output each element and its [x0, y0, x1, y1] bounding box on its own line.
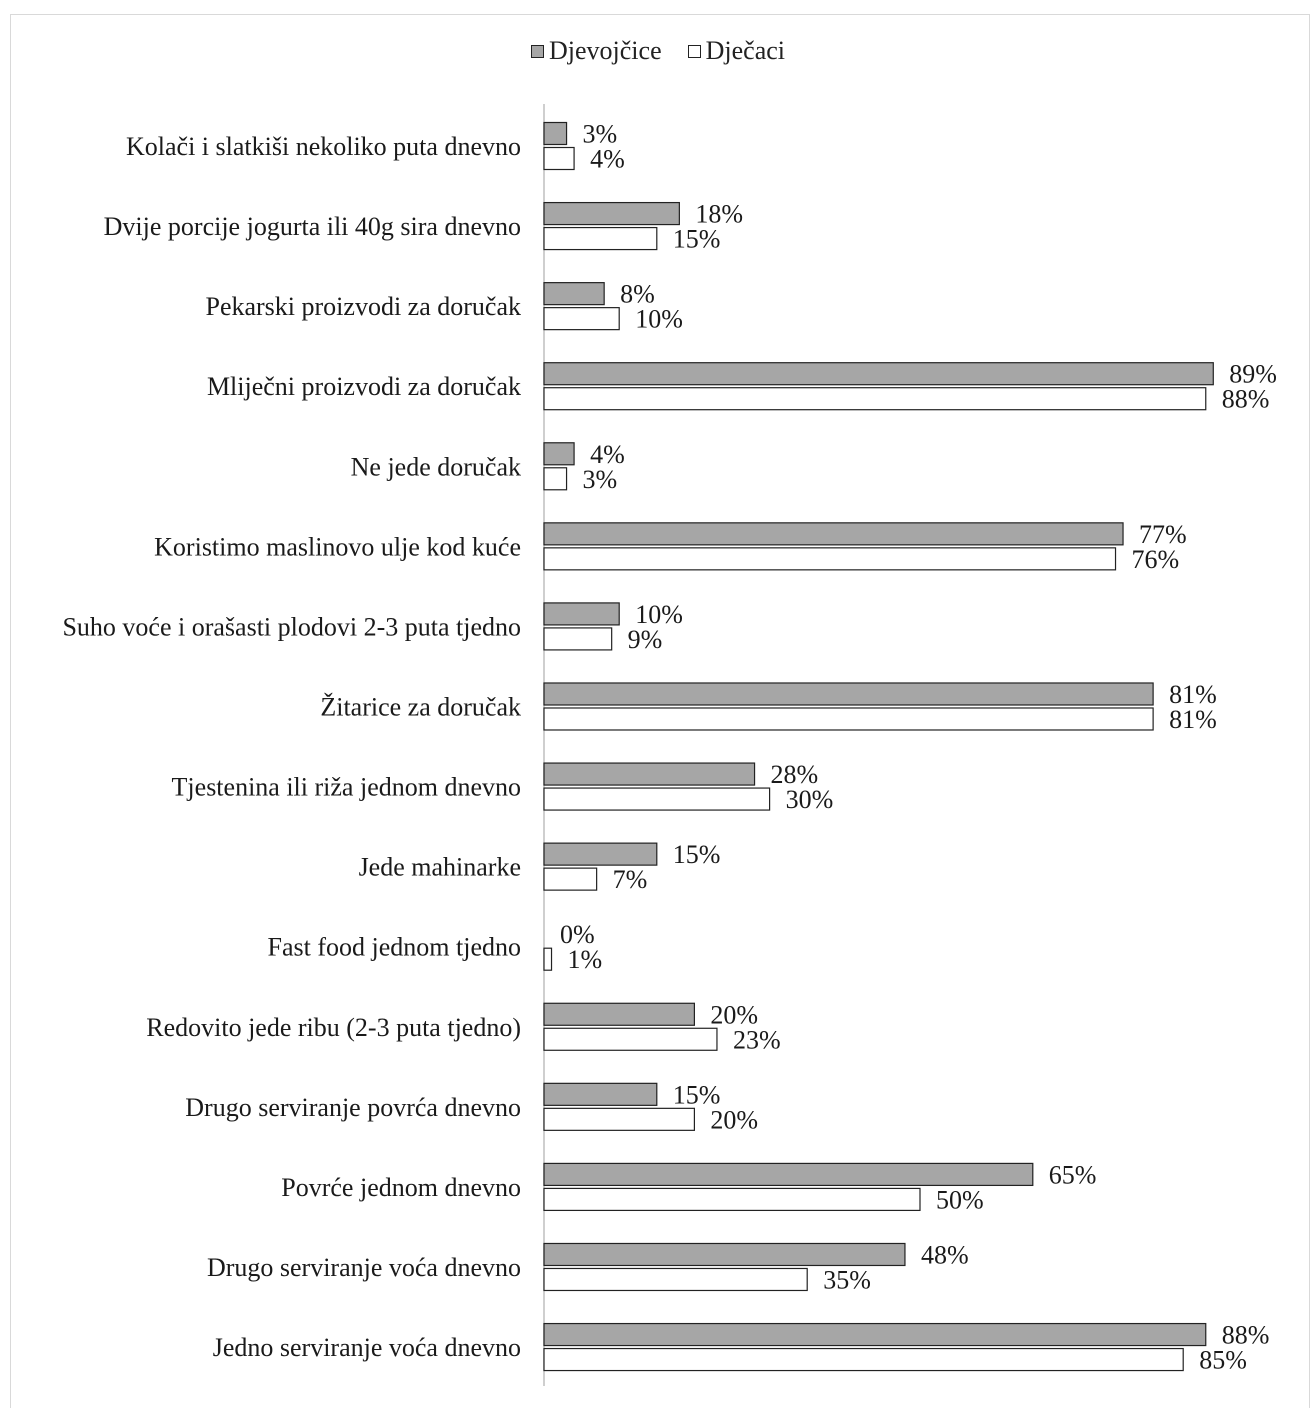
bar-djecaci: [543, 387, 1207, 411]
category-label: Povrće jednom dnevno: [281, 1173, 521, 1202]
data-label-djevojcice: 89%: [1229, 360, 1277, 389]
data-label-djevojcice: 65%: [1049, 1160, 1097, 1189]
category-label: Žitarice za doručak: [320, 692, 521, 721]
data-label-djecaci: 15%: [673, 225, 721, 254]
data-label-djevojcice: 15%: [673, 1080, 721, 1109]
bar-djecaci: [543, 707, 1154, 731]
bar-djevojcice: [543, 1002, 695, 1026]
legend-swatch-djevojcice: [531, 44, 544, 58]
legend: Djevojčice Dječaci: [0, 36, 1316, 66]
bar-djecaci: [543, 1187, 921, 1212]
category-label: Kolači i slatkiši nekoliko puta dnevno: [126, 132, 521, 161]
data-label-djevojcice: 81%: [1169, 680, 1217, 709]
bar-djecaci: [543, 1267, 808, 1292]
bar-djecaci: [543, 867, 598, 891]
category-label: Suho voće i orašasti plodovi 2-3 puta tj…: [62, 612, 521, 641]
bar-djevojcice: [543, 522, 1124, 546]
bar-djevojcice: [543, 1322, 1207, 1347]
bar-djecaci: [543, 467, 568, 491]
bar-djecaci: [543, 947, 553, 971]
data-label-djecaci: 85%: [1199, 1346, 1247, 1375]
data-label-djecaci: 20%: [710, 1105, 758, 1134]
bar-djevojcice: [543, 1242, 906, 1267]
bar-djevojcice: [543, 201, 680, 226]
bar-djevojcice: [543, 282, 605, 306]
data-label-djevojcice: 8%: [620, 280, 655, 309]
category-label: Drugo serviranje voća dnevno: [207, 1253, 521, 1282]
data-label-djecaci: 9%: [628, 625, 663, 654]
data-label-djevojcice: 0%: [560, 920, 595, 949]
legend-swatch-djecaci: [687, 44, 701, 58]
bar-djecaci: [543, 226, 658, 251]
data-label-djecaci: 76%: [1132, 545, 1180, 574]
category-label: Tjestenina ili riža jednom dnevno: [172, 773, 521, 802]
data-label-djevojcice: 10%: [635, 600, 683, 629]
bar-djecaci: [543, 146, 575, 171]
legend-label-djecaci: Dječaci: [705, 36, 785, 65]
category-label: Koristimo maslinovo ulje kod kuće: [154, 532, 521, 561]
category-label: Drugo serviranje povrća dnevno: [185, 1093, 521, 1122]
data-label-djevojcice: 4%: [590, 440, 625, 469]
category-label: Pekarski proizvodi za doručak: [205, 292, 521, 321]
bar-djecaci: [543, 1347, 1184, 1372]
category-label: Jedno serviranje voća dnevno: [213, 1333, 521, 1362]
legend-label-djevojcice: Djevojčice: [549, 36, 662, 65]
bar-djecaci: [543, 547, 1117, 571]
bar-djevojcice: [543, 121, 568, 146]
category-label: Jede mahinarke: [359, 853, 521, 882]
data-label-djevojcice: 77%: [1139, 520, 1187, 549]
bar-djevojcice: [543, 842, 658, 866]
bar-djecaci: [543, 787, 771, 811]
category-label: Dvije porcije jogurta ili 40g sira dnevn…: [104, 212, 521, 241]
data-label-djecaci: 81%: [1169, 705, 1217, 734]
data-label-djecaci: 50%: [936, 1185, 984, 1214]
category-label: Mliječni proizvodi za doručak: [207, 372, 521, 401]
data-label-djecaci: 10%: [635, 305, 683, 334]
bar-djecaci: [543, 1027, 718, 1051]
data-label-djevojcice: 20%: [710, 1000, 758, 1029]
data-label-djevojcice: 28%: [771, 760, 819, 789]
bar-djevojcice: [543, 602, 620, 626]
bar-djevojcice: [543, 1162, 1034, 1187]
data-label-djecaci: 23%: [733, 1025, 781, 1054]
data-label-djecaci: 30%: [786, 785, 834, 814]
bar-djevojcice: [543, 682, 1154, 706]
data-label-djevojcice: 48%: [921, 1240, 969, 1269]
legend-item-djevojcice: Djevojčice: [531, 36, 662, 66]
bar-djevojcice: [543, 1082, 658, 1106]
bar-djecaci: [543, 307, 620, 331]
data-label-djecaci: 7%: [613, 865, 648, 894]
data-label-djevojcice: 15%: [673, 840, 721, 869]
bar-djecaci: [543, 627, 613, 651]
category-label: Redovito jede ribu (2-3 puta tjedno): [146, 1013, 521, 1042]
bar-djevojcice: [543, 762, 756, 786]
data-label-djecaci: 88%: [1222, 385, 1270, 414]
data-label-djecaci: 3%: [583, 465, 618, 494]
legend-item-djecaci: Dječaci: [687, 36, 785, 66]
bar-djevojcice: [543, 362, 1214, 386]
category-label: Fast food jednom tjedno: [268, 933, 521, 962]
data-label-djecaci: 35%: [823, 1265, 871, 1294]
category-label: Ne jede doručak: [351, 452, 521, 481]
data-label-djevojcice: 3%: [583, 120, 618, 149]
data-label-djevojcice: 18%: [695, 200, 743, 229]
bar-djevojcice: [543, 442, 575, 466]
data-label-djevojcice: 88%: [1222, 1321, 1270, 1350]
data-label-djecaci: 4%: [590, 145, 625, 174]
data-label-djecaci: 1%: [568, 945, 603, 974]
bar-djecaci: [543, 1107, 695, 1131]
